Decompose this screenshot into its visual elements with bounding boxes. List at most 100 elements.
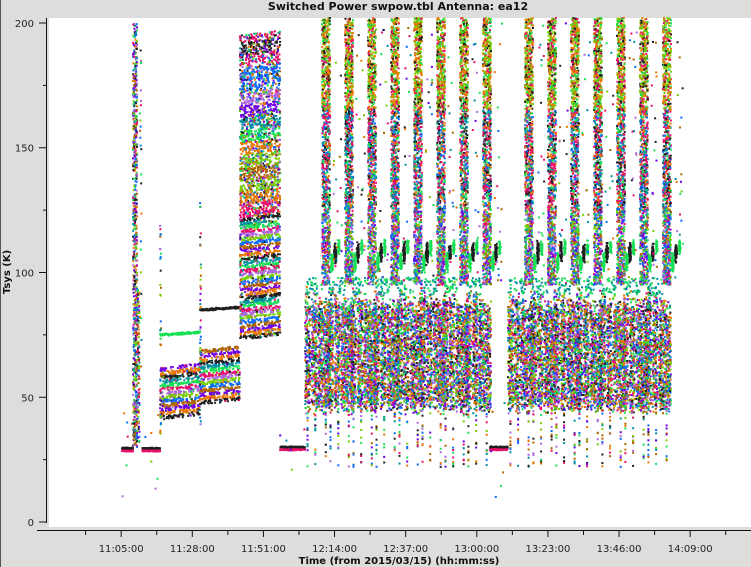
data-point — [236, 354, 239, 357]
data-point — [252, 335, 255, 338]
data-point — [189, 397, 192, 400]
data-point — [137, 388, 140, 391]
data-point — [203, 363, 206, 366]
data-point — [254, 238, 257, 241]
data-point — [132, 109, 135, 112]
data-point — [275, 228, 278, 231]
data-point — [171, 333, 174, 336]
data-point — [237, 364, 240, 367]
data-point — [270, 263, 273, 266]
data-point — [223, 376, 226, 379]
data-point — [248, 252, 251, 255]
data-point — [216, 392, 219, 395]
data-point — [270, 281, 273, 284]
data-point — [235, 350, 238, 353]
data-point — [235, 382, 238, 385]
data-point — [199, 299, 202, 302]
data-point — [277, 253, 279, 256]
data-point — [200, 394, 203, 397]
data-point — [256, 264, 258, 267]
data-point — [174, 408, 177, 411]
data-point — [190, 378, 193, 381]
data-point — [199, 383, 202, 386]
data-point — [136, 432, 139, 434]
data-point — [224, 396, 227, 399]
data-point — [133, 241, 136, 244]
data-point — [243, 301, 246, 303]
data-point — [261, 286, 264, 289]
data-point — [237, 381, 240, 384]
data-point — [134, 180, 137, 183]
data-point — [247, 281, 250, 284]
data-point — [274, 241, 277, 244]
data-point — [258, 251, 260, 254]
data-point — [165, 413, 168, 416]
data-point — [132, 303, 135, 306]
data-point — [133, 55, 136, 58]
data-point — [254, 295, 257, 298]
data-point — [134, 327, 137, 330]
data-point — [248, 304, 251, 307]
data-point — [228, 351, 231, 354]
data-point — [245, 252, 248, 255]
data-point — [182, 375, 185, 378]
data-point — [272, 286, 275, 288]
data-point — [240, 330, 243, 333]
data-point — [130, 447, 133, 449]
data-point — [184, 411, 187, 414]
data-point — [251, 252, 253, 255]
data-point — [234, 399, 237, 402]
data-point — [243, 244, 246, 247]
data-point — [220, 367, 223, 370]
data-point — [251, 318, 254, 321]
data-point — [132, 295, 135, 298]
data-point — [178, 400, 181, 402]
data-point — [133, 416, 136, 418]
data-point — [228, 380, 231, 383]
data-point — [235, 392, 238, 395]
data-point — [257, 228, 259, 231]
data-point — [247, 257, 250, 260]
data-point — [181, 416, 184, 419]
data-point — [238, 386, 241, 389]
data-point — [250, 255, 253, 258]
data-point — [205, 389, 208, 392]
data-point — [276, 276, 278, 278]
data-point — [222, 363, 225, 366]
data-point — [139, 129, 142, 132]
data-point — [230, 391, 233, 394]
data-point — [135, 206, 138, 209]
data-point — [259, 223, 261, 226]
data-point — [199, 287, 202, 290]
data-point — [134, 161, 137, 164]
data-point — [270, 316, 273, 319]
data-point — [263, 335, 266, 338]
data-point — [192, 390, 195, 393]
data-point — [246, 310, 248, 313]
data-point — [138, 346, 141, 348]
data-point — [132, 177, 135, 180]
data-point — [273, 239, 276, 242]
data-point — [246, 262, 249, 265]
data-point — [240, 322, 243, 325]
data-point — [201, 397, 204, 400]
data-point — [137, 319, 140, 322]
data-point — [140, 292, 143, 295]
data-point — [273, 247, 276, 250]
data-point — [239, 305, 242, 308]
data-point — [165, 398, 167, 401]
data-point — [264, 280, 267, 282]
data-point — [250, 288, 253, 291]
data-point — [178, 387, 181, 389]
data-point — [171, 391, 173, 394]
data-point — [162, 368, 165, 370]
data-point — [135, 134, 138, 137]
data-point — [265, 246, 268, 249]
data-point — [157, 414, 160, 416]
data-point — [262, 333, 265, 336]
data-point — [265, 233, 268, 236]
data-point — [159, 431, 162, 434]
data-point — [256, 284, 259, 287]
data-point — [132, 325, 135, 328]
data-point — [134, 93, 137, 96]
